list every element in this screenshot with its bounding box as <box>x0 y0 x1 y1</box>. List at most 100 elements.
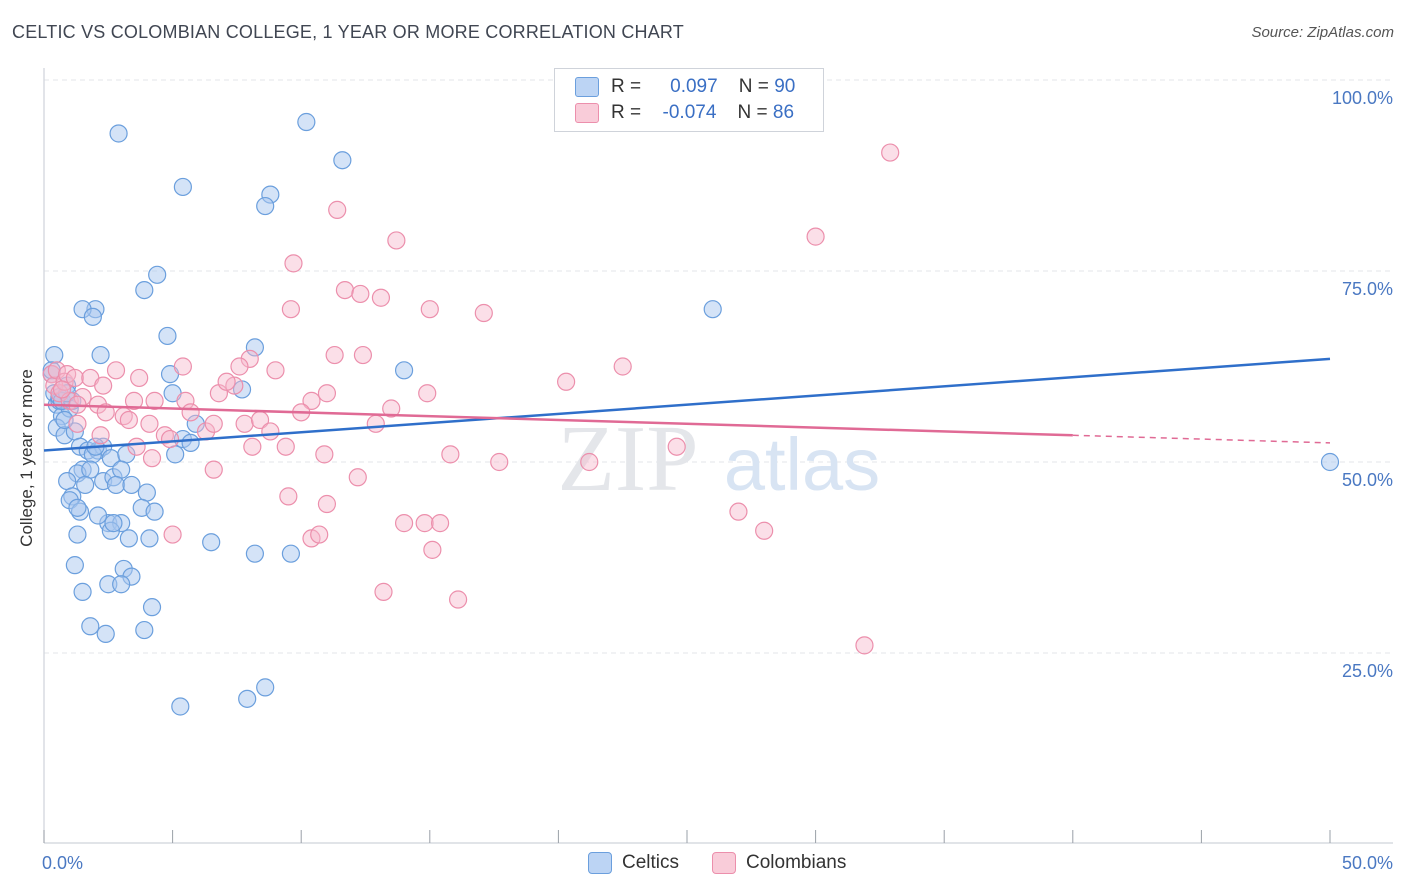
celtic-point <box>45 345 64 365</box>
colombian-point <box>371 288 391 307</box>
celtic-point <box>119 529 138 548</box>
y-tick-label: 50.0% <box>1342 470 1393 490</box>
celtic-point <box>171 697 190 716</box>
colombian-point <box>235 414 254 433</box>
celtic-point <box>81 617 100 636</box>
colombian-point <box>142 449 162 468</box>
colombian-point <box>284 254 303 273</box>
colombian-point <box>94 376 113 395</box>
colombian-point <box>315 445 334 464</box>
colombian-point <box>855 636 874 655</box>
legend-item-colombians[interactable]: Colombians <box>712 852 846 874</box>
celtic-point <box>333 151 352 170</box>
celtic-point <box>106 475 126 495</box>
celtic-point <box>245 544 265 563</box>
colombian-point <box>279 487 298 506</box>
colombian-point <box>490 452 509 472</box>
colombian-point <box>328 200 347 219</box>
colombians-legend-swatch <box>712 852 736 874</box>
celtic-point <box>58 472 77 491</box>
celtic-point <box>703 300 722 319</box>
colombian-point <box>281 300 301 319</box>
colombian-point <box>276 437 295 456</box>
legend-item-celtics[interactable]: Celtics <box>588 852 679 874</box>
x-tick-label: 50.0% <box>1342 853 1393 873</box>
celtics-points <box>42 112 1340 716</box>
r-value: -0.074 <box>662 102 717 123</box>
celtic-point <box>109 124 128 143</box>
colombians-trend-extension <box>1072 434 1331 444</box>
colombian-point <box>163 525 182 544</box>
celtic-point <box>158 326 177 346</box>
colombian-point <box>351 284 370 304</box>
celtic-point <box>186 414 205 433</box>
colombian-point <box>382 399 401 418</box>
celtic-point <box>148 265 167 284</box>
axes <box>43 68 1393 844</box>
n-label: N = <box>737 102 768 123</box>
celtics-legend-swatch <box>588 852 612 874</box>
celtic-point <box>256 196 275 216</box>
colombians-legend-label: Colombians <box>746 852 847 873</box>
y-tick-label: 75.0% <box>1342 279 1393 299</box>
celtic-point <box>68 525 87 544</box>
celtics-legend-label: Celtics <box>622 852 680 873</box>
colombian-point <box>418 384 437 403</box>
colombian-point <box>204 414 223 433</box>
colombian-point <box>430 514 450 533</box>
colombian-point <box>366 414 385 433</box>
celtic-point <box>73 582 92 601</box>
celtic-point <box>256 678 275 697</box>
celtic-point <box>173 177 192 197</box>
celtic-point <box>65 556 84 575</box>
celtic-point <box>112 460 131 479</box>
celtic-point <box>91 345 110 365</box>
trend-lines <box>43 357 1331 452</box>
colombian-point <box>415 514 434 533</box>
colombian-point <box>755 521 774 540</box>
colombian-point <box>119 410 138 430</box>
x-tick-label: 0.0% <box>42 853 83 873</box>
colombian-point <box>266 361 285 380</box>
n-value: 90 <box>774 76 796 97</box>
celtic-point <box>394 361 414 380</box>
celtic-point <box>181 433 200 452</box>
colombian-point <box>52 380 72 399</box>
colombians-points <box>42 143 900 655</box>
colombian-point <box>91 426 110 445</box>
celtic-point <box>1320 452 1340 472</box>
colombian-point <box>474 303 493 323</box>
colombian-point <box>580 452 599 472</box>
celtic-point <box>104 514 123 533</box>
colombian-point <box>374 582 393 601</box>
legend-row-celtics: R = 0.097 N = 90 <box>575 74 795 100</box>
colombian-point <box>557 372 576 391</box>
colombian-point <box>124 391 144 410</box>
colombian-point <box>160 429 180 449</box>
source-label: Source: ZipAtlas.com <box>1251 24 1394 41</box>
celtic-point <box>96 624 115 644</box>
watermark-atlas: atlas <box>724 423 880 506</box>
colombian-point <box>68 414 87 433</box>
colombians-trend-line <box>43 403 1073 437</box>
celtic-point <box>297 112 316 132</box>
r-value: 0.097 <box>670 76 718 97</box>
stats-legend: R = 0.097 N = 90 R = -0.074 N = 86 <box>554 68 824 132</box>
celtic-point <box>76 475 95 495</box>
celtic-point <box>135 620 154 640</box>
celtics-swatch <box>575 77 599 97</box>
colombian-point <box>106 361 126 380</box>
colombian-point <box>394 514 414 533</box>
celtics-trend-line <box>43 357 1331 452</box>
celtic-point <box>122 475 141 495</box>
colombian-point <box>423 540 442 559</box>
colombian-point <box>667 437 686 456</box>
colombian-point <box>130 368 149 388</box>
colombian-point <box>140 414 159 433</box>
colombian-point <box>317 384 337 403</box>
watermark: ZIP atlas <box>558 407 881 511</box>
colombian-point <box>353 345 373 365</box>
colombian-point <box>204 460 223 479</box>
colombian-point <box>317 494 337 514</box>
